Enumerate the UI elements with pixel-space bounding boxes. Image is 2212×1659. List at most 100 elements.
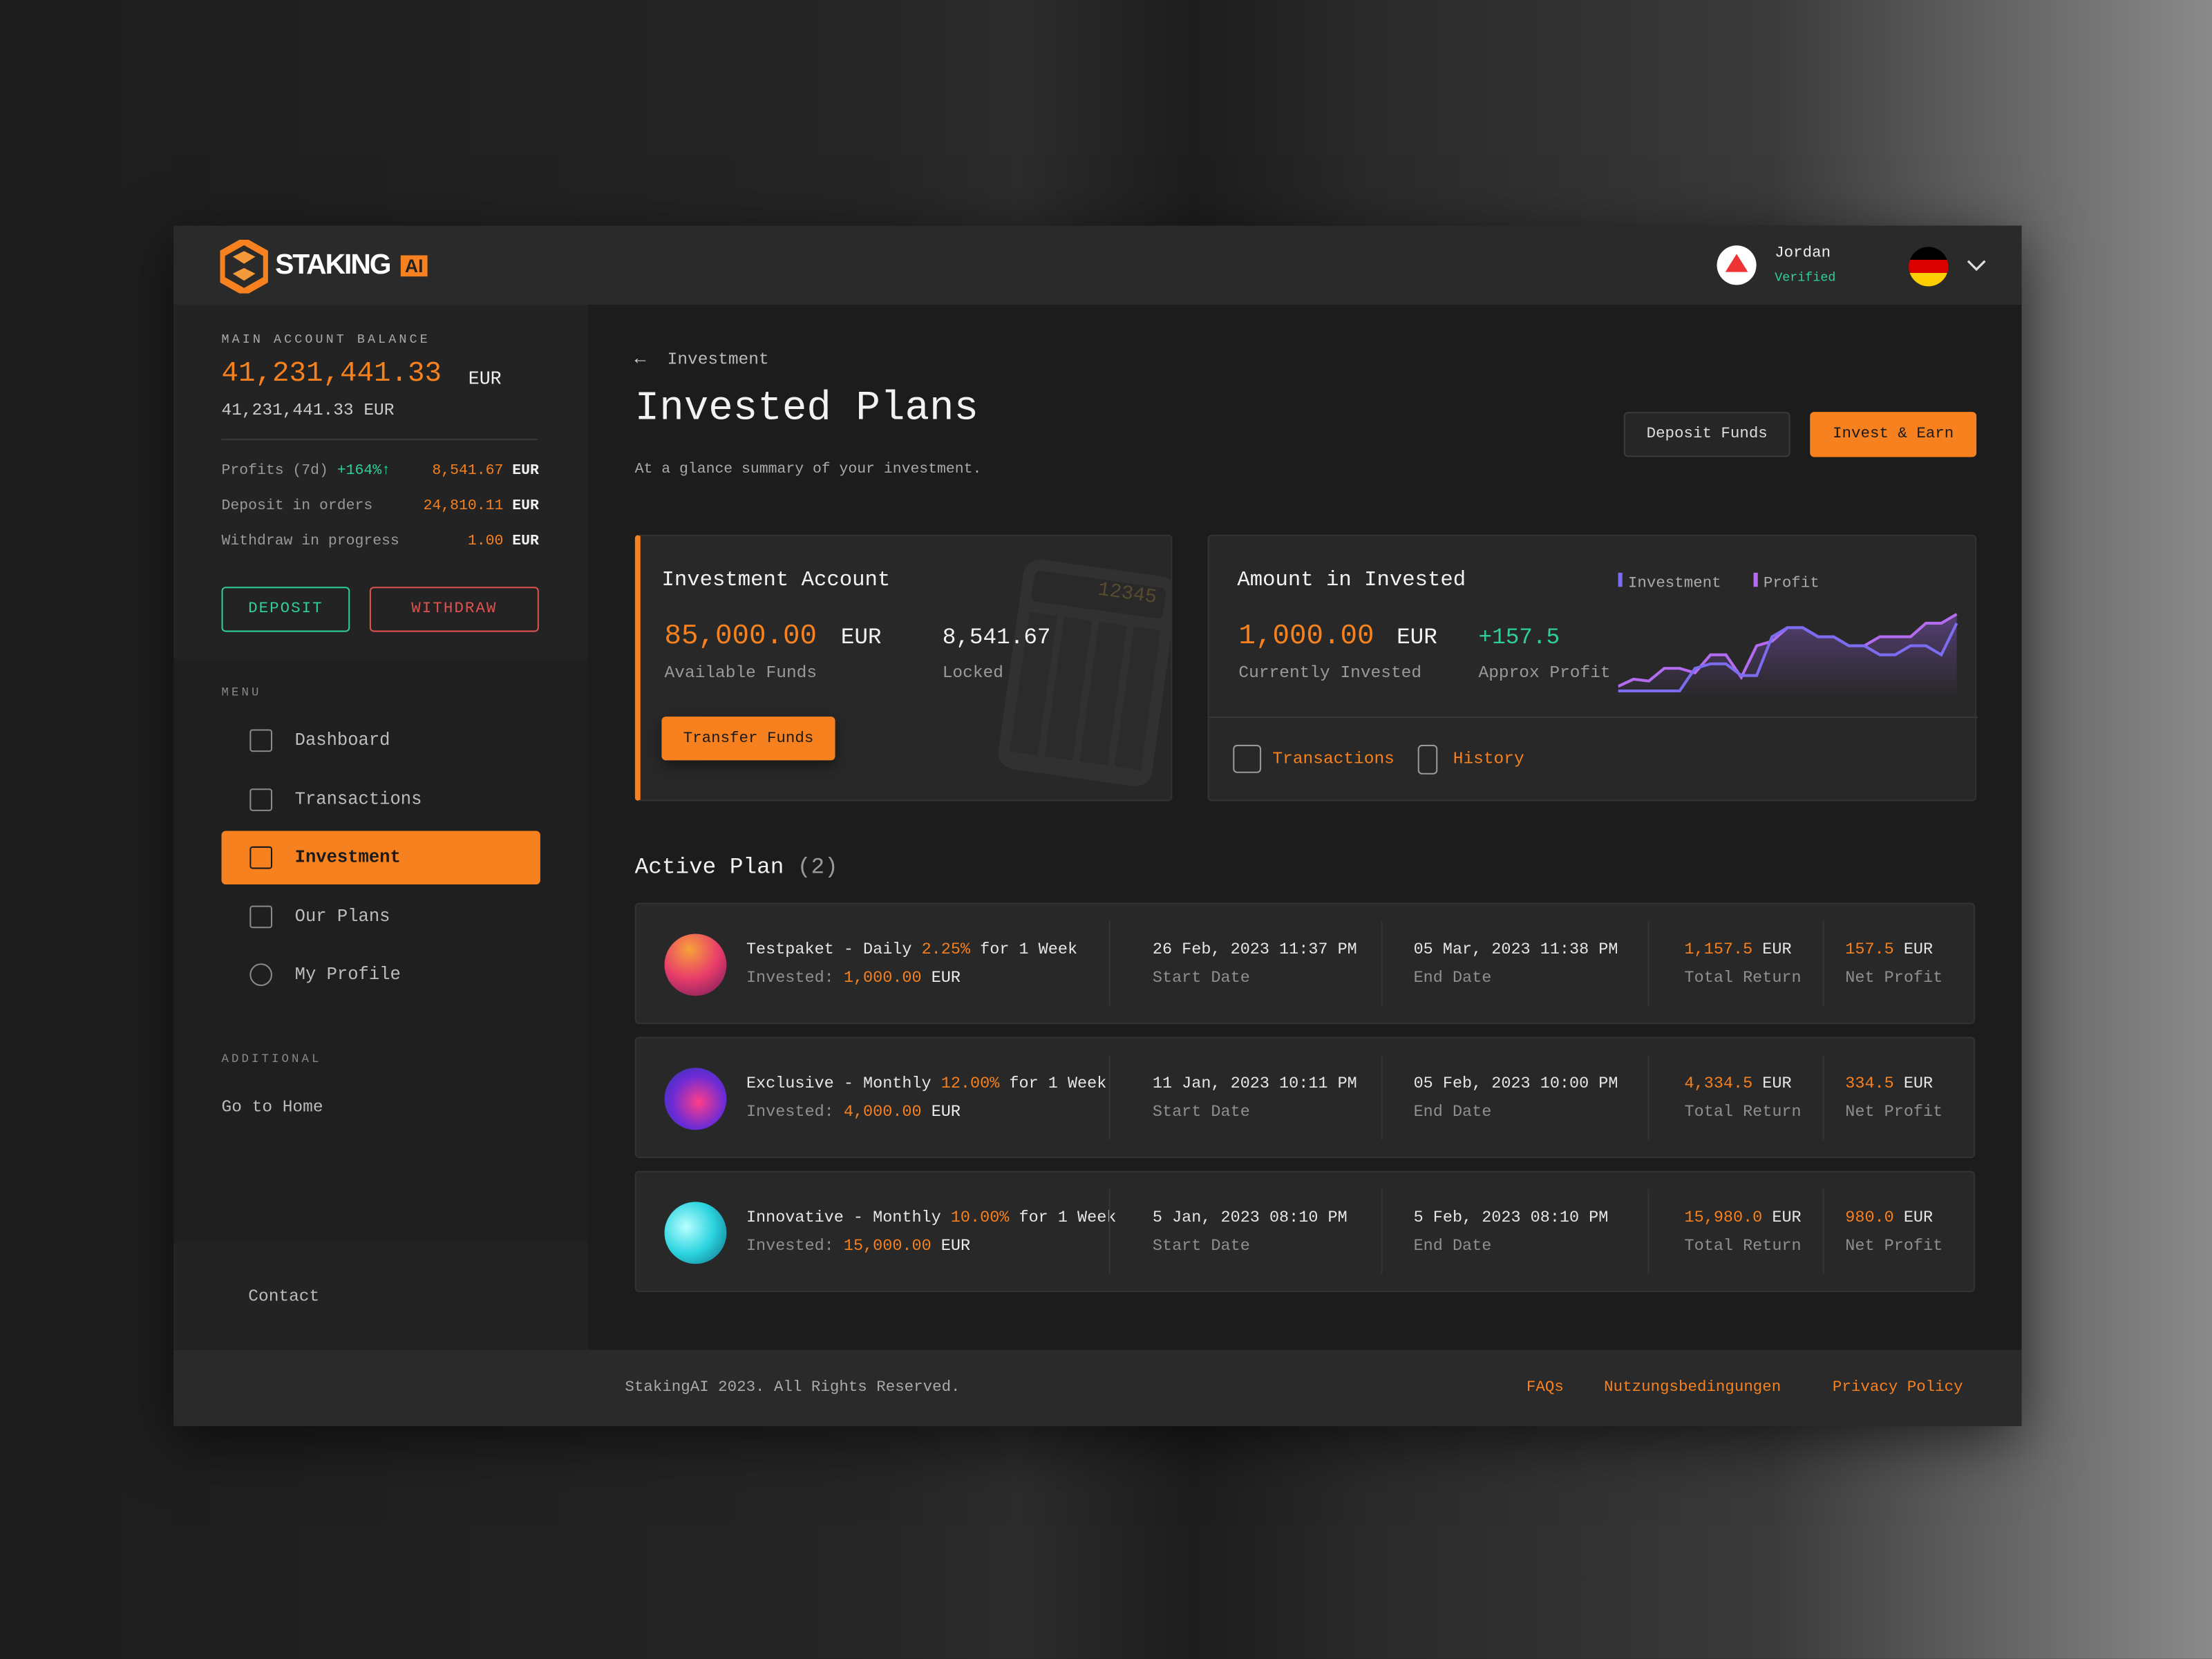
transactions-link[interactable]: Transactions: [1272, 749, 1395, 769]
divider: [1822, 1055, 1824, 1140]
german-flag-icon[interactable]: [1909, 247, 1949, 287]
calculator-display: 12345: [1030, 569, 1167, 620]
divider: [1647, 1188, 1649, 1274]
invested-currency: EUR: [931, 1103, 961, 1121]
history-link[interactable]: History: [1453, 749, 1524, 769]
plan-invested: Invested: 4,000.00 EUR: [746, 1103, 961, 1121]
available-label: Available Funds: [664, 663, 817, 683]
divider: [1108, 1055, 1110, 1140]
plan-name: Testpaket - Daily 2.25% for 1 Week: [746, 941, 1077, 960]
plan-orb-icon: [664, 933, 727, 996]
start-date-label: Start Date: [1152, 969, 1250, 988]
stat-label: Deposit in orders: [221, 497, 373, 515]
end-date-label: End Date: [1413, 1237, 1492, 1255]
back-arrow-icon[interactable]: ←: [634, 348, 646, 370]
divider: [1381, 1055, 1383, 1140]
total-return: 1,157.5 EUR: [1685, 941, 1792, 960]
breadcrumb[interactable]: Investment: [667, 350, 769, 370]
faqs-link[interactable]: FAQs: [1526, 1379, 1564, 1397]
end-date: 05 Mar, 2023 11:38 PM: [1413, 940, 1618, 960]
active-plan-title: Active Plan (2): [635, 855, 838, 880]
transfer-funds-button[interactable]: Transfer Funds: [661, 717, 835, 761]
net-value: 334.5: [1845, 1074, 1894, 1094]
plan-row[interactable]: Testpaket - Daily 2.25% for 1 Week Inves…: [634, 902, 1976, 1025]
plan-duration: for 1 Week: [980, 940, 1078, 960]
page-subtitle: At a glance summary of your investment.: [634, 461, 982, 479]
avatar[interactable]: [1717, 245, 1757, 285]
invest-earn-button[interactable]: Invest & Earn: [1810, 412, 1977, 457]
plan-row[interactable]: Exclusive - Monthly 12.00% for 1 Week In…: [634, 1036, 1976, 1159]
menu-label: Investment: [294, 847, 401, 868]
total-value: 4,334.5: [1684, 1074, 1753, 1094]
start-date: 11 Jan, 2023 10:11 PM: [1152, 1074, 1357, 1094]
menu-heading: MENU: [221, 685, 262, 700]
chart-icon: [249, 846, 273, 869]
transactions-icon: [1233, 744, 1262, 773]
legend-label: Investment: [1627, 575, 1721, 593]
divider: [1108, 1188, 1110, 1274]
plans-icon: [249, 905, 273, 929]
deposit-button[interactable]: DEPOSIT: [221, 587, 350, 632]
sidebar-item-investment[interactable]: Investment: [221, 831, 540, 885]
plan-rate: 10.00%: [950, 1208, 1010, 1228]
plan-title: Exclusive - Monthly: [746, 1074, 932, 1094]
locked-value: 8,541.67: [942, 625, 1051, 651]
user-name: Jordan: [1775, 245, 1831, 263]
divider: [1381, 921, 1383, 1006]
profile-icon: [249, 963, 273, 987]
investment-profit-chart: [1618, 613, 1958, 699]
net-profit: 980.0 EUR: [1845, 1209, 1933, 1228]
investment-account-card: 12345 Investment Account 85,000.00 EUR A…: [634, 534, 1173, 802]
profit-value: +157.5: [1478, 625, 1560, 651]
start-date-label: Start Date: [1152, 1237, 1250, 1255]
sidebar-item-our-plans[interactable]: Our Plans: [222, 890, 540, 944]
plan-title: Testpaket - Daily: [746, 940, 912, 960]
sidebar-item-dashboard[interactable]: Dashboard: [222, 714, 540, 768]
stat-currency: EUR: [512, 497, 539, 515]
total-value: 15,980.0: [1684, 1208, 1763, 1228]
plan-duration: for 1 Week: [1019, 1208, 1117, 1228]
chevron-down-icon[interactable]: [1965, 257, 1988, 274]
main-content: ← Investment Invested Plans At a glance …: [588, 304, 2022, 1350]
withdraw-button[interactable]: WITHDRAW: [369, 587, 539, 632]
stat-currency: EUR: [512, 533, 539, 551]
stat-change: +164%: [337, 462, 382, 480]
invested-value: 1,000.00: [843, 969, 922, 988]
plan-duration: for 1 Week: [1009, 1074, 1107, 1094]
plan-orb-icon: [664, 1068, 727, 1130]
divider: [1108, 921, 1110, 1006]
sidebar-item-transactions[interactable]: Transactions: [222, 773, 540, 827]
additional-heading: ADDITIONAL: [221, 1052, 322, 1067]
end-date-label: End Date: [1413, 969, 1492, 988]
deposit-funds-button[interactable]: Deposit Funds: [1623, 412, 1790, 457]
total-return: 4,334.5 EUR: [1685, 1075, 1792, 1094]
history-icon: [1417, 744, 1438, 775]
contact-link[interactable]: Contact: [248, 1286, 320, 1307]
profit-label: Approx Profit: [1478, 663, 1611, 683]
divider: [1822, 1188, 1824, 1274]
card-title: Amount in Invested: [1237, 568, 1466, 593]
available-currency: EUR: [840, 625, 882, 651]
end-date-label: End Date: [1413, 1103, 1492, 1121]
plan-row[interactable]: Innovative - Monthly 10.00% for 1 Week I…: [634, 1170, 1976, 1293]
plan-name: Innovative - Monthly 10.00% for 1 Week: [746, 1209, 1116, 1228]
copyright: StakingAI 2023. All Rights Reserved.: [625, 1379, 961, 1397]
invested-value: 4,000.00: [843, 1103, 922, 1121]
menu-label: Our Plans: [294, 907, 390, 927]
profit-area: [1618, 614, 1957, 699]
total-return-label: Total Return: [1684, 969, 1802, 988]
active-plan-count: (2): [797, 855, 838, 880]
go-home-link[interactable]: Go to Home: [221, 1097, 323, 1117]
page-title: Invested Plans: [634, 385, 979, 432]
app-window: STAKING AI Jordan Verified MAIN ACCOUNT …: [173, 225, 2022, 1426]
total-currency: EUR: [1762, 940, 1792, 960]
amount-invested-card: Amount in Invested Investment Profit 1,0…: [1207, 534, 1978, 802]
divider: [1647, 1055, 1649, 1140]
sidebar-item-my-profile[interactable]: My Profile: [222, 948, 540, 1002]
legend-profit: Profit: [1753, 572, 1819, 592]
terms-link[interactable]: Nutzungsbedingungen: [1604, 1379, 1781, 1397]
sidebar: MAIN ACCOUNT BALANCE 41,231,441.33 EUR 4…: [173, 304, 589, 1350]
plan-invested: Invested: 15,000.00 EUR: [746, 1237, 970, 1255]
privacy-link[interactable]: Privacy Policy: [1832, 1379, 1963, 1397]
card-title: Investment Account: [661, 568, 891, 593]
